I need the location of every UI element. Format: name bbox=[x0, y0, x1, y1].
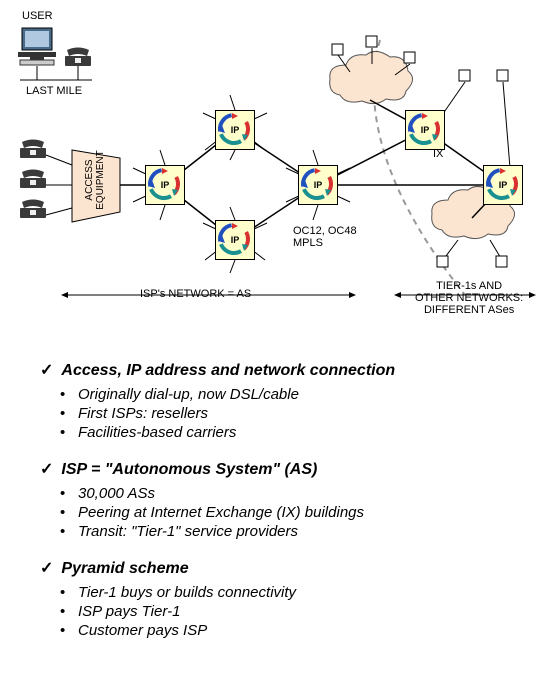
ip-node: IP bbox=[215, 110, 255, 150]
ip-node: IP bbox=[215, 220, 255, 260]
bullet-item: First ISPs: resellers bbox=[60, 405, 510, 422]
label-last-mile: LAST MILE bbox=[26, 85, 82, 97]
label-tier1: TIER-1s AND OTHER NETWORKS: DIFFERENT AS… bbox=[415, 280, 523, 316]
ip-node: IP bbox=[145, 165, 185, 205]
bullet-item: 30,000 ASs bbox=[60, 485, 510, 502]
heading-1: Access, IP address and network connectio… bbox=[40, 360, 510, 380]
bullet-item: Originally dial-up, now DSL/cable bbox=[60, 386, 510, 403]
ip-node: IP bbox=[298, 165, 338, 205]
bullet-item: Tier-1 buys or builds connectivity bbox=[60, 584, 510, 601]
bullet-list-1: Originally dial-up, now DSL/cable First I… bbox=[60, 386, 510, 441]
bullet-list-3: Tier-1 buys or builds connectivity ISP pa… bbox=[60, 584, 510, 639]
bullet-item: Customer pays ISP bbox=[60, 622, 510, 639]
ip-node: IP bbox=[405, 110, 445, 150]
label-oc-mpls: OC12, OC48 MPLS bbox=[293, 225, 357, 249]
bullet-item: Transit: "Tier-1" service providers bbox=[60, 523, 510, 540]
bullet-item: ISP pays Tier-1 bbox=[60, 603, 510, 620]
label-access-equipment: ACCESS EQUIPMENT bbox=[84, 140, 106, 220]
label-user: USER bbox=[22, 10, 53, 22]
ip-node: IP bbox=[483, 165, 523, 205]
label-isp-network: ISP's NETWORK = AS bbox=[140, 288, 251, 300]
bullet-list-2: 30,000 ASs Peering at Internet Exchange (… bbox=[60, 485, 510, 540]
heading-2: ISP = "Autonomous System" (AS) bbox=[40, 459, 510, 479]
label-ix: IX bbox=[433, 148, 443, 160]
bullet-item: Peering at Internet Exchange (IX) buildi… bbox=[60, 504, 510, 521]
text-content: Access, IP address and network connectio… bbox=[0, 340, 550, 667]
heading-3: Pyramid scheme bbox=[40, 558, 510, 578]
bullet-item: Facilities-based carriers bbox=[60, 424, 510, 441]
network-diagram: IP IP IP IP IP IP USER LAST MILE ACCESS EQUIP… bbox=[0, 0, 550, 340]
